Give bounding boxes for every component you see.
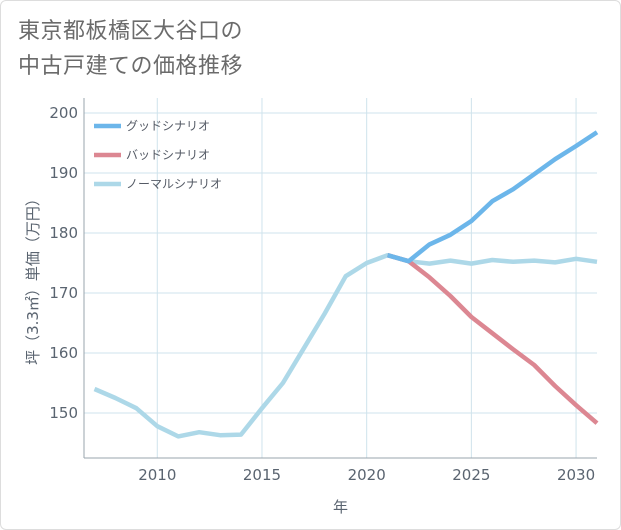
legend-label-1: バッドシナリオ [126, 148, 210, 162]
axes [83, 98, 597, 459]
y-tick-label: 160 [49, 344, 78, 362]
tick-labels: 2010 2015 2020 2025 2030 150 160 170 180 190 200 [49, 104, 595, 484]
y-tick-label: 150 [49, 404, 78, 422]
series-line-1 [386, 253, 599, 425]
y-tick-label: 200 [49, 104, 78, 122]
series-line-2 [93, 252, 598, 439]
x-tick-label: 2020 [348, 466, 386, 484]
chart-title-line-2: 中古戸建ての価格推移 [18, 54, 244, 79]
y-tick-label: 170 [49, 284, 78, 302]
x-tick-label: 2025 [452, 466, 490, 484]
x-tick-label: 2015 [243, 466, 281, 484]
chart-title-line-1: 東京都板橋区大谷口の [18, 19, 244, 44]
y-axis-title: 坪（3.3㎡）単価（万円） [24, 191, 42, 365]
series-line-0 [386, 130, 599, 264]
series-lines [93, 130, 599, 439]
grid [84, 98, 597, 458]
x-axis-title: 年 [333, 498, 348, 516]
chart-title: 東京都板橋区大谷口の 中古戸建ての価格推移 [18, 14, 243, 84]
y-tick-label: 180 [49, 224, 78, 242]
x-tick-label: 2010 [138, 466, 176, 484]
legend-label-2: ノーマルシナリオ [126, 177, 222, 191]
y-tick-label: 190 [49, 164, 78, 182]
legend-label-0: グッドシナリオ [126, 119, 210, 133]
x-tick-label: 2030 [557, 466, 595, 484]
